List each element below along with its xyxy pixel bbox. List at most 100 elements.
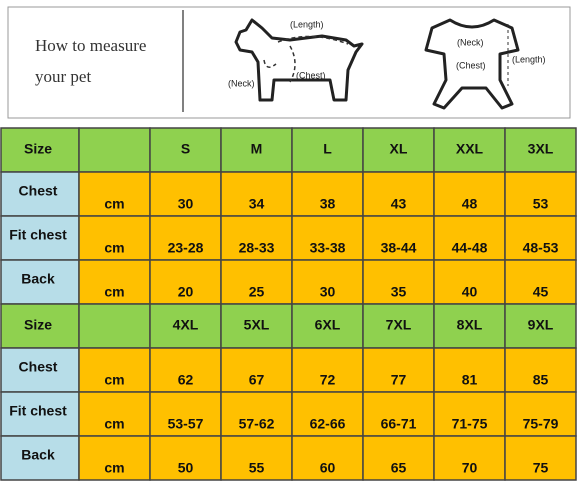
unit-label: cm bbox=[104, 284, 124, 300]
table-cell bbox=[149, 435, 222, 481]
measure-value: 75-79 bbox=[523, 416, 559, 432]
table-cell bbox=[78, 127, 151, 173]
table-cell bbox=[291, 435, 364, 481]
size-label: 5XL bbox=[244, 317, 270, 333]
measure-value: 40 bbox=[462, 284, 478, 300]
size-label: 8XL bbox=[457, 317, 483, 333]
table-cell bbox=[504, 391, 577, 437]
table-cell bbox=[78, 303, 151, 349]
table-cell bbox=[291, 391, 364, 437]
measure-value: 30 bbox=[320, 284, 336, 300]
row-label: Chest bbox=[19, 183, 58, 199]
row-label: Back bbox=[21, 447, 55, 463]
measure-value: 66-71 bbox=[381, 416, 417, 432]
dog-illustration bbox=[234, 18, 364, 102]
dog-label: (Neck) bbox=[228, 78, 255, 88]
unit-label: cm bbox=[104, 196, 124, 212]
table-cell bbox=[362, 259, 435, 305]
measure-value: 62 bbox=[178, 372, 194, 388]
measure-value: 70 bbox=[462, 460, 478, 476]
measure-value: 81 bbox=[462, 372, 478, 388]
size-label: XL bbox=[390, 141, 408, 157]
measure-value: 20 bbox=[178, 284, 194, 300]
table-cell bbox=[78, 391, 151, 437]
table-cell bbox=[291, 171, 364, 217]
unit-label: cm bbox=[104, 372, 124, 388]
measure-value: 65 bbox=[391, 460, 407, 476]
unit-label: cm bbox=[104, 460, 124, 476]
table-cell bbox=[291, 127, 364, 173]
size-label: 7XL bbox=[386, 317, 412, 333]
measure-value: 43 bbox=[391, 196, 407, 212]
measure-value: 50 bbox=[178, 460, 194, 476]
table-cell bbox=[149, 391, 222, 437]
table-cell bbox=[433, 127, 506, 173]
size-label: XXL bbox=[456, 141, 484, 157]
measure-value: 48 bbox=[462, 196, 478, 212]
table-cell bbox=[504, 127, 577, 173]
measure-value: 34 bbox=[249, 196, 265, 212]
measure-value: 23-28 bbox=[168, 240, 204, 256]
measure-value: 25 bbox=[249, 284, 265, 300]
size-label: 9XL bbox=[528, 317, 554, 333]
unit-label: cm bbox=[104, 416, 124, 432]
measure-value: 85 bbox=[533, 372, 549, 388]
table-cell bbox=[220, 347, 293, 393]
size-label: M bbox=[251, 141, 263, 157]
measure-value: 44-48 bbox=[452, 240, 488, 256]
size-label: 6XL bbox=[315, 317, 341, 333]
header-text: your pet bbox=[35, 67, 91, 86]
table-cell bbox=[149, 347, 222, 393]
table-cell bbox=[220, 259, 293, 305]
table-cell bbox=[504, 303, 577, 349]
size-label: L bbox=[323, 141, 332, 157]
size-table: Size S M L XL XXL 3XL Chest cm 30 34 38 43 48 53 Fit ch… bbox=[0, 127, 577, 481]
table-cell bbox=[149, 215, 222, 261]
row-label: Size bbox=[24, 141, 52, 157]
table-cell bbox=[504, 171, 577, 217]
measure-value: 38-44 bbox=[381, 240, 417, 256]
table-cell bbox=[433, 171, 506, 217]
unit-label: cm bbox=[104, 240, 124, 256]
measure-value: 33-38 bbox=[310, 240, 346, 256]
size-label: 3XL bbox=[528, 141, 554, 157]
size-label: S bbox=[181, 141, 190, 157]
table-cell bbox=[149, 171, 222, 217]
table-cell bbox=[362, 215, 435, 261]
table-cell bbox=[433, 303, 506, 349]
measure-value: 67 bbox=[249, 372, 265, 388]
measure-value: 30 bbox=[178, 196, 194, 212]
table-cell bbox=[220, 215, 293, 261]
row-label: Chest bbox=[19, 359, 58, 375]
measure-value: 57-62 bbox=[239, 416, 275, 432]
table-cell bbox=[362, 391, 435, 437]
measure-value: 71-75 bbox=[452, 416, 488, 432]
table-cell bbox=[291, 259, 364, 305]
table-cell bbox=[0, 171, 80, 217]
header-text: How to measure bbox=[35, 36, 146, 55]
shirt-label: (Chest) bbox=[456, 60, 486, 70]
measure-value: 72 bbox=[320, 372, 336, 388]
row-label: Fit chest bbox=[9, 227, 67, 243]
measure-value: 48-53 bbox=[523, 240, 559, 256]
row-label: Fit chest bbox=[9, 403, 67, 419]
table-cell bbox=[362, 347, 435, 393]
table-cell bbox=[433, 391, 506, 437]
dog-guides bbox=[263, 35, 349, 83]
measure-value: 28-33 bbox=[239, 240, 275, 256]
table-cell bbox=[78, 347, 151, 393]
table-cell bbox=[78, 215, 151, 261]
measure-value: 77 bbox=[391, 372, 407, 388]
measure-value: 53-57 bbox=[168, 416, 204, 432]
shirt-illustration bbox=[424, 18, 520, 110]
table-cell bbox=[504, 347, 577, 393]
row-label: Size bbox=[24, 317, 52, 333]
measure-value: 62-66 bbox=[310, 416, 346, 432]
row-label: Back bbox=[21, 271, 55, 287]
table-cell bbox=[149, 127, 222, 173]
measure-value: 60 bbox=[320, 460, 336, 476]
size-label: 4XL bbox=[173, 317, 199, 333]
shirt-label: (Length) bbox=[512, 54, 546, 64]
dog-label: (Chest) bbox=[296, 70, 326, 80]
